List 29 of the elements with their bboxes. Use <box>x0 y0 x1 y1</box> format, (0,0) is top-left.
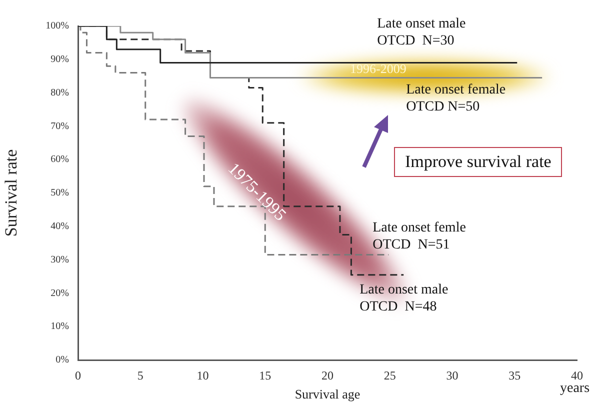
series-label: Late onset male OTCD N=30 <box>377 16 466 48</box>
x-tick-label: 10 <box>196 368 209 382</box>
x-axis-title: Survival age <box>294 386 360 402</box>
y-axis-title: Survival rate <box>2 149 21 237</box>
y-tick-label: 90% <box>50 54 69 66</box>
x-tick-label: 20 <box>322 368 334 382</box>
x-tick-label: 35 <box>508 368 521 382</box>
y-tick-label: 10% <box>50 321 69 332</box>
series-label: Late onset male OTCD N=48 <box>360 282 448 314</box>
x-tick-label: 5 <box>137 368 144 382</box>
y-tick-label: 30% <box>50 254 69 266</box>
x-tick-label: 25 <box>384 368 396 382</box>
annotation: 1996-2009 <box>350 61 406 76</box>
y-tick-label: 60% <box>50 154 69 166</box>
y-tick-label: 50% <box>50 188 69 199</box>
y-tick-label: 0% <box>56 354 69 366</box>
x-tick-label: 0 <box>75 368 81 382</box>
y-tick-label: 70% <box>50 120 69 132</box>
series-label: Late onset femle OTCD N=51 <box>372 220 466 252</box>
y-tick-label: 100% <box>46 20 69 32</box>
y-tick-label: 80% <box>50 87 69 98</box>
y-tick-label: 20% <box>50 288 69 299</box>
x-tick-label: 30 <box>446 368 458 382</box>
annotation: Improve survival rate <box>394 147 562 177</box>
x-tick-label: 40 <box>571 368 583 382</box>
series-label: Late onset female OTCD N=50 <box>406 82 506 114</box>
y-tick-label: 40% <box>50 221 69 232</box>
text: years <box>560 381 590 397</box>
x-tick-label: 15 <box>259 368 272 382</box>
